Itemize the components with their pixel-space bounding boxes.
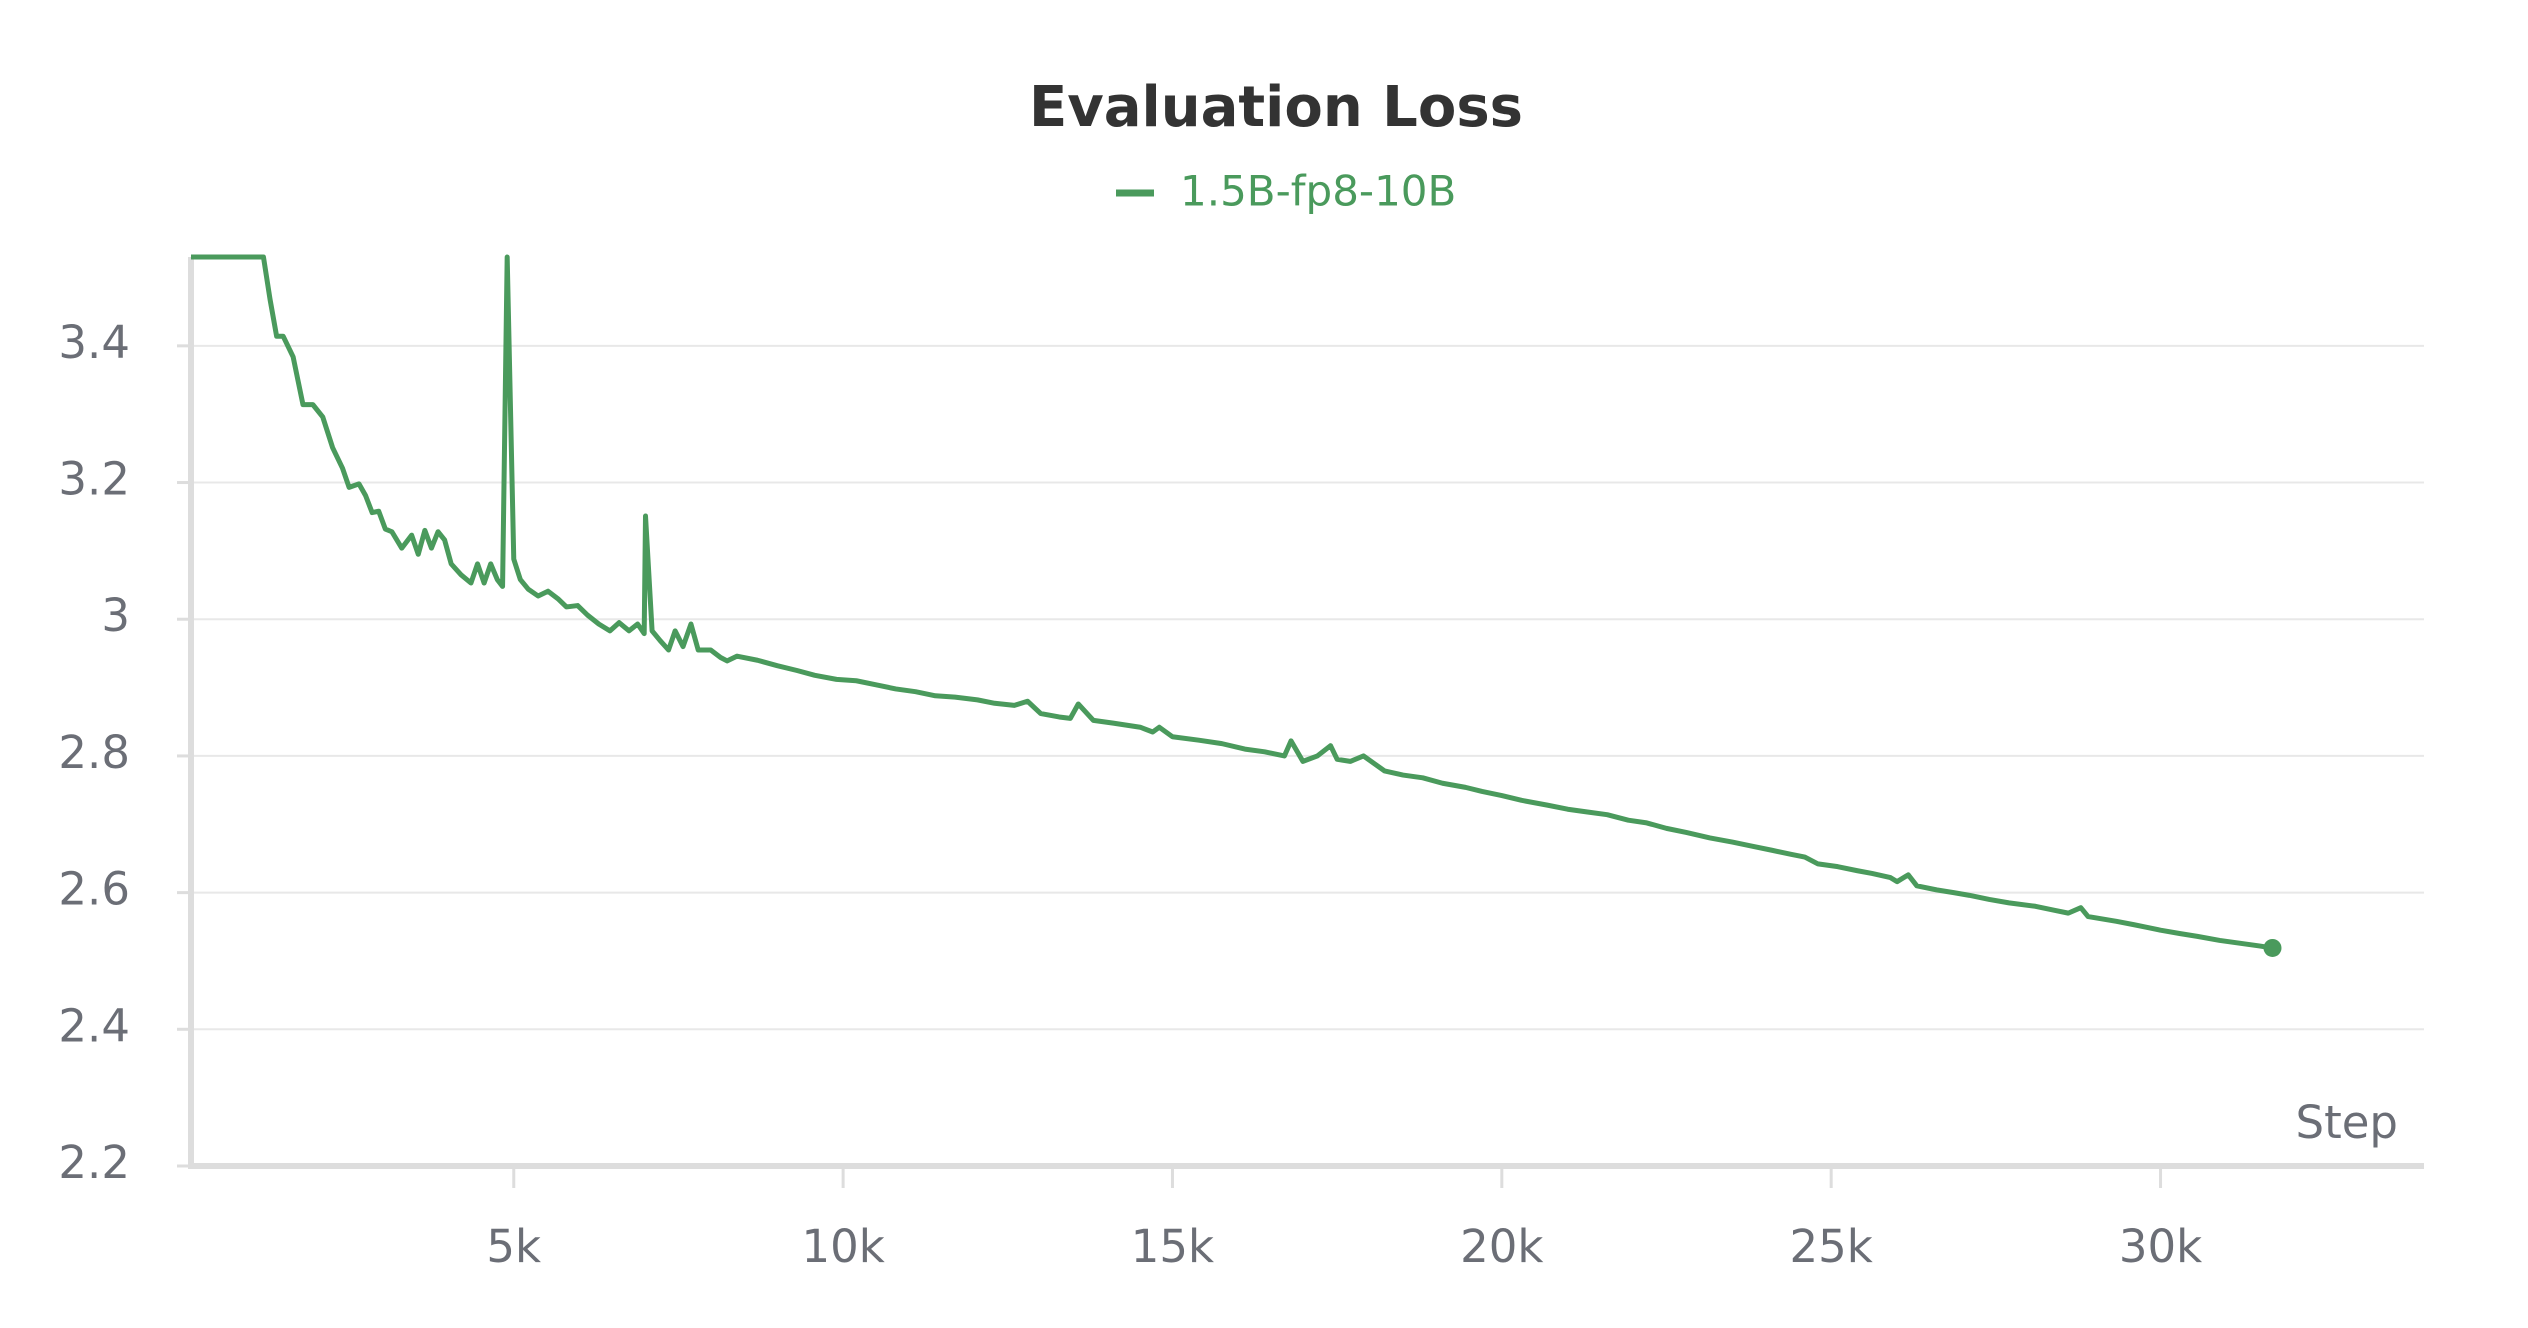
x-tick-label: 20k [1460,1220,1543,1273]
y-tick-label: 2.4 [58,999,130,1052]
y-tick-label: 2.8 [58,726,130,779]
x-tick-label: 25k [1790,1220,1873,1273]
y-tick-label: 3 [101,589,130,642]
chart-title: Evaluation Loss [1029,75,1523,140]
y-tick-label: 3.2 [58,453,130,506]
series-line [191,254,2273,951]
x-tick-label: 15k [1131,1220,1214,1273]
end-point [2263,938,2282,957]
y-tick-label: 2.6 [58,863,130,916]
x-axis-label: Step [2296,1096,2398,1149]
x-tick-label: 10k [801,1220,884,1273]
x-tick-label: 5k [486,1220,541,1273]
y-tick-label: 2.2 [58,1136,130,1189]
legend-label: 1.5B-fp8-10B [1180,167,1456,216]
y-tick-label: 3.4 [58,316,130,369]
x-tick-label: 30k [2119,1220,2202,1273]
